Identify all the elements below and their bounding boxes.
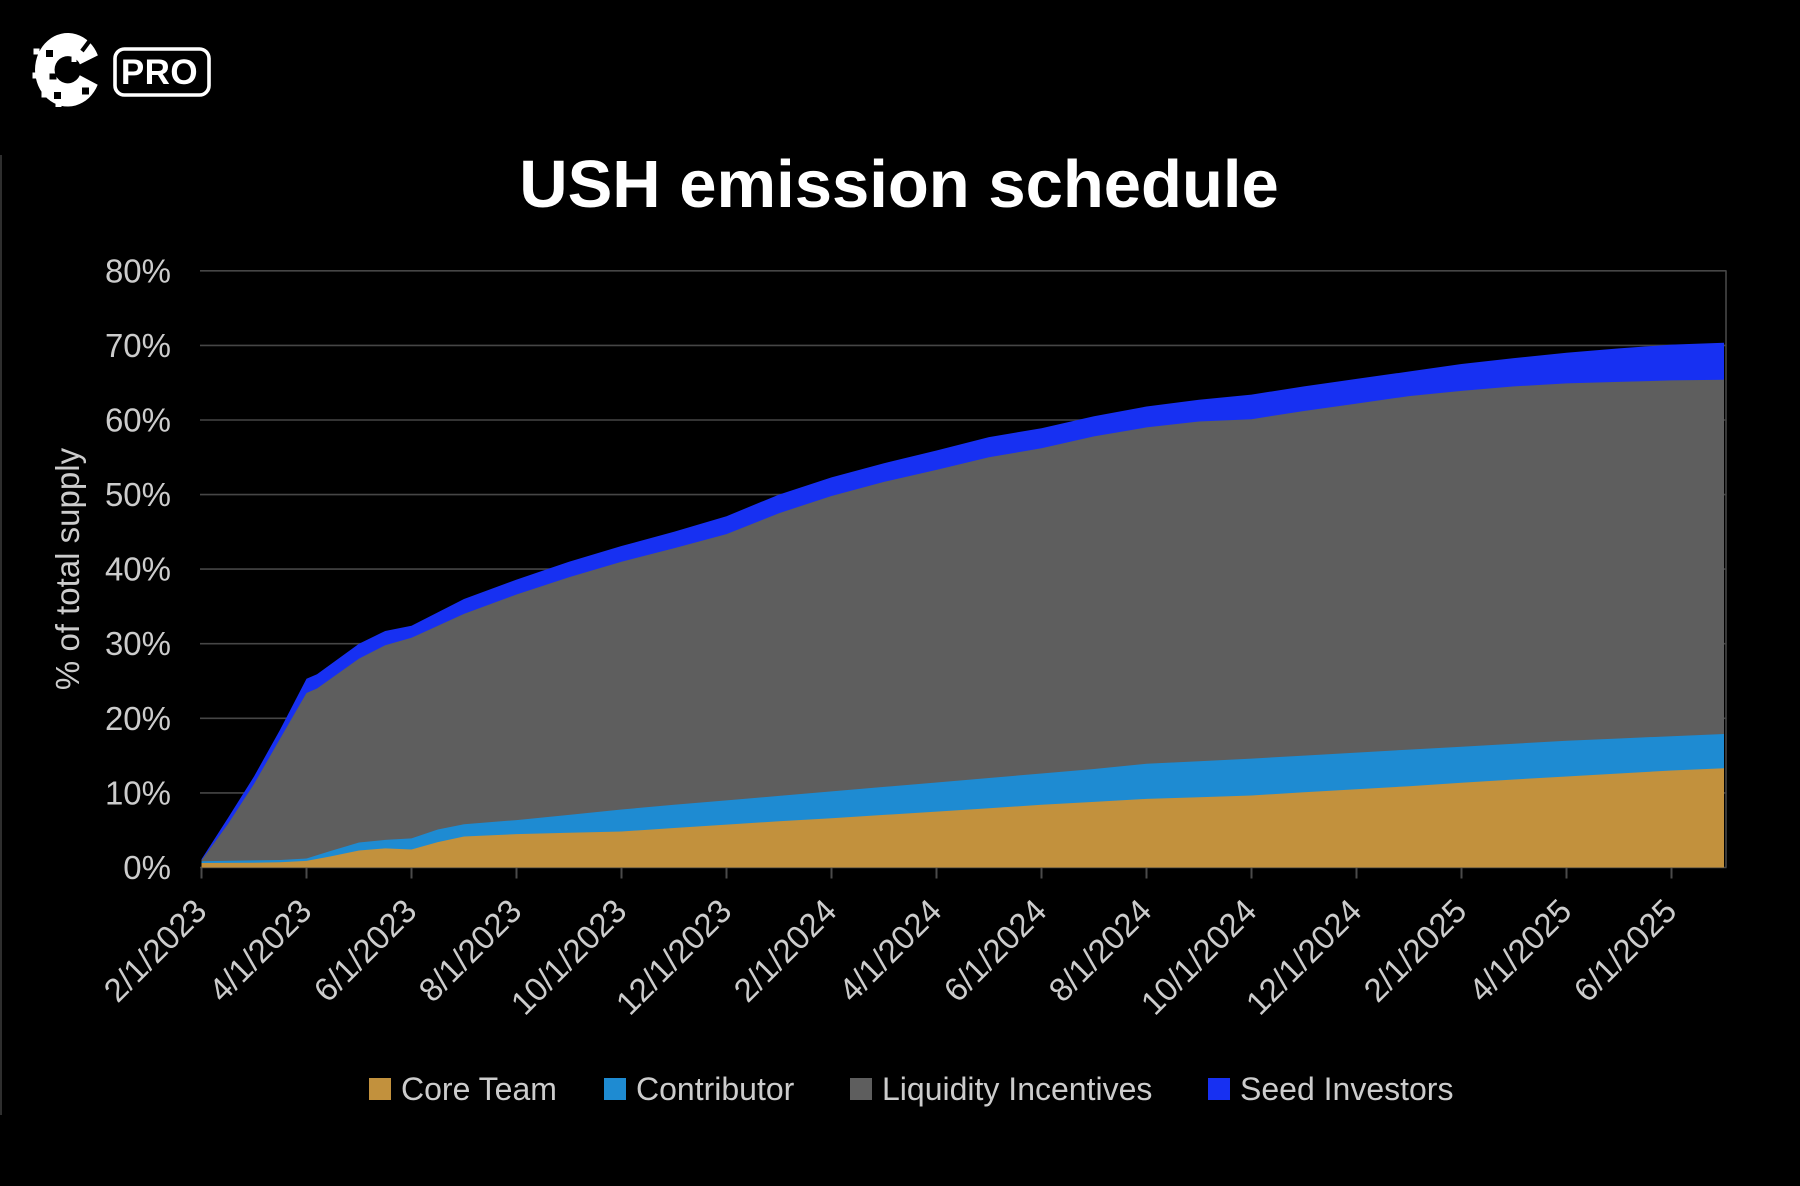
svg-text:60%: 60% <box>105 402 171 439</box>
svg-text:Core Team: Core Team <box>401 1071 557 1107</box>
svg-text:80%: 80% <box>105 252 171 289</box>
svg-text:10%: 10% <box>105 774 171 811</box>
svg-text:Seed Investors: Seed Investors <box>1240 1071 1453 1107</box>
svg-text:Contributor: Contributor <box>636 1071 795 1107</box>
svg-text:50%: 50% <box>105 476 171 513</box>
svg-text:0%: 0% <box>123 849 171 886</box>
svg-text:USH emission schedule: USH emission schedule <box>519 147 1279 222</box>
svg-text:30%: 30% <box>105 625 171 662</box>
svg-text:70%: 70% <box>105 327 171 364</box>
svg-text:40%: 40% <box>105 551 171 588</box>
svg-text:Liquidity Incentives: Liquidity Incentives <box>882 1071 1152 1107</box>
svg-text:20%: 20% <box>105 700 171 737</box>
svg-text:PRO: PRO <box>121 53 198 92</box>
svg-text:% of total supply: % of total supply <box>49 447 86 690</box>
